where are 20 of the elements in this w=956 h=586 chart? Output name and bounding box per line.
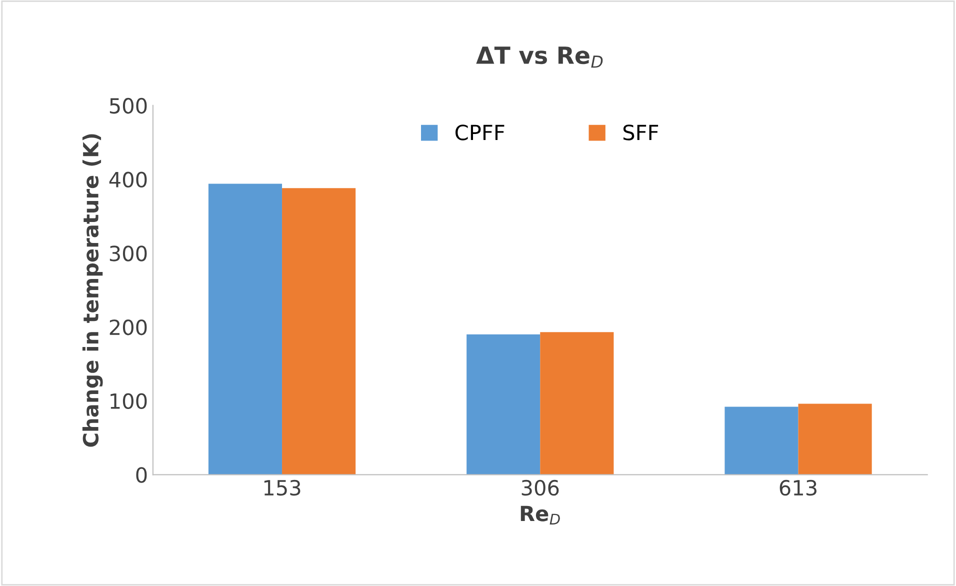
y-tick-label: 400: [109, 172, 147, 188]
x-tick-label: 613: [780, 480, 816, 496]
x-axis-title: Re$_{D}$: [520, 506, 560, 524]
bar: [724, 406, 798, 475]
y-tick-label: 300: [110, 246, 147, 262]
y-axis-title: Change in temperature (K): [82, 134, 103, 447]
y-tick-label: 100: [110, 393, 147, 410]
x-tick-label: 153: [264, 480, 300, 496]
y-tick-label: 200: [110, 319, 147, 336]
bar: [466, 334, 540, 475]
bar: [798, 404, 872, 475]
legend-label: CPFF: [456, 124, 504, 140]
bar: [208, 184, 282, 475]
y-tick-label: 500: [110, 98, 147, 114]
bar: [540, 332, 614, 475]
bar: [282, 188, 356, 475]
x-tick-label: 306: [522, 480, 559, 496]
chart-title: ΔT vs Re$_{D}$: [476, 46, 603, 68]
y-tick-label: 0: [136, 467, 147, 483]
legend-label: SFF: [623, 124, 658, 140]
